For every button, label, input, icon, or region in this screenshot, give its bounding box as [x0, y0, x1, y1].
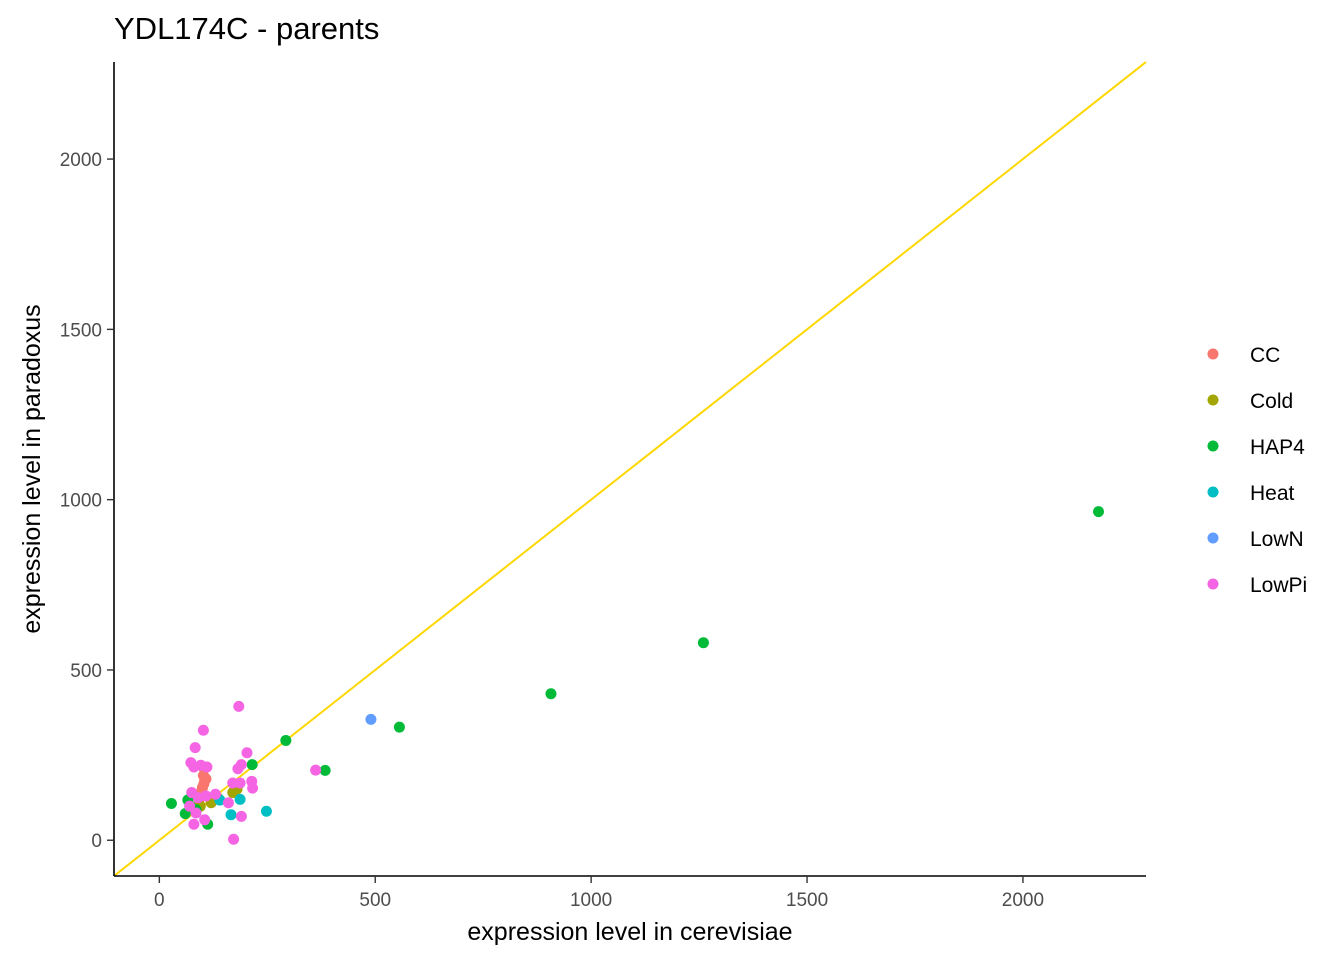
data-point-heat — [225, 809, 237, 821]
chart-title: YDL174C - parents — [114, 11, 379, 46]
data-point-lowpi — [184, 800, 196, 812]
data-point-hap4 — [697, 637, 709, 649]
x-tick-label: 1000 — [570, 890, 612, 911]
x-tick-label: 500 — [359, 890, 391, 911]
y-tick-label: 0 — [91, 831, 102, 852]
data-point-lowpi — [197, 724, 209, 736]
legend-key-cold — [1207, 394, 1219, 406]
legend-key-cc — [1207, 348, 1219, 360]
data-point-heat — [260, 805, 272, 817]
data-point-heat — [234, 793, 246, 805]
data-point-hap4 — [280, 734, 292, 746]
legend: CC Cold HAP4 Heat LowN LowPi — [1207, 344, 1307, 597]
y-tick-label: 1000 — [60, 491, 102, 512]
data-point-hap4 — [319, 764, 331, 776]
data-point-lowpi — [222, 797, 234, 809]
data-point-hap4 — [393, 721, 405, 733]
y-axis-ticks: 0 500 1000 1500 2000 — [60, 150, 114, 852]
data-point-lowpi — [235, 810, 247, 822]
legend-key-lowpi — [1207, 578, 1219, 590]
data-point-lowpi — [228, 833, 240, 845]
data-point-lowpi — [232, 763, 244, 775]
legend-label-lowpi: LowPi — [1250, 574, 1307, 597]
x-tick-label: 2000 — [1002, 890, 1044, 911]
y-tick-label: 1500 — [60, 320, 102, 341]
legend-key-hap4 — [1207, 440, 1219, 452]
data-point-lowpi — [234, 777, 246, 789]
legend-key-heat — [1207, 486, 1219, 498]
data-point-hap4 — [165, 797, 177, 809]
y-axis-title: expression level in paradoxus — [18, 304, 46, 633]
x-tick-label: 0 — [154, 890, 165, 911]
x-tick-label: 1500 — [786, 890, 828, 911]
legend-key-lown — [1207, 532, 1219, 544]
data-point-lowpi — [310, 764, 322, 776]
data-point-lowpi — [233, 700, 245, 712]
plot-area — [113, 61, 1147, 877]
y-tick-label: 2000 — [60, 150, 102, 171]
data-point-hap4 — [246, 759, 258, 771]
data-point-lowpi — [186, 787, 198, 799]
data-point-lowpi — [241, 747, 253, 759]
data-point-lowpi — [188, 818, 200, 830]
x-axis-ticks: 0 500 1000 1500 2000 — [154, 876, 1044, 911]
data-point-lown — [365, 713, 377, 725]
legend-label-cc: CC — [1250, 344, 1280, 367]
legend-label-hap4: HAP4 — [1250, 436, 1305, 459]
data-point-lowpi — [189, 742, 201, 754]
y-tick-label: 500 — [70, 661, 102, 682]
legend-label-lown: LowN — [1250, 528, 1304, 551]
x-axis-title: expression level in cerevisiae — [467, 918, 792, 946]
data-point-lowpi — [199, 814, 211, 826]
data-point-lowpi — [190, 807, 202, 819]
data-point-hap4 — [1093, 506, 1105, 518]
legend-label-cold: Cold — [1250, 390, 1293, 413]
data-point-lowpi — [247, 782, 259, 794]
legend-label-heat: Heat — [1250, 482, 1295, 505]
data-point-hap4 — [545, 688, 557, 700]
data-point-lowpi — [201, 761, 213, 773]
data-point-lowpi — [209, 788, 221, 800]
